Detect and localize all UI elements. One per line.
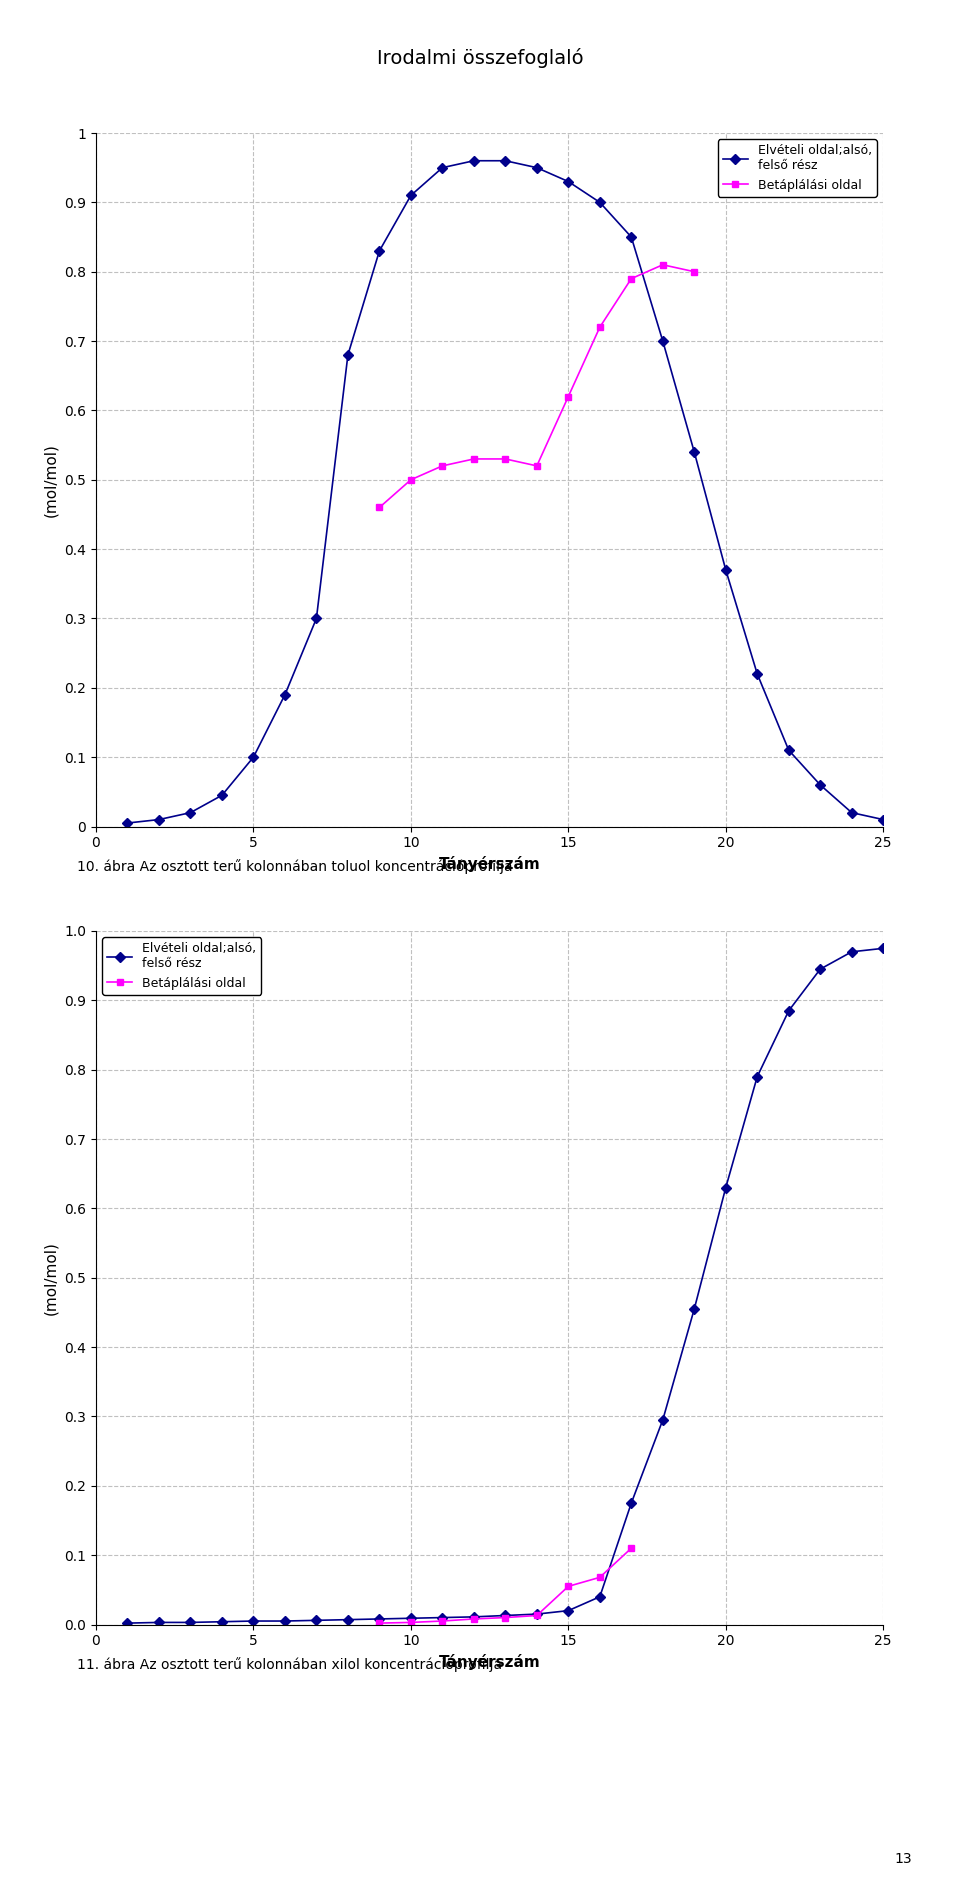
Elvételi oldal;alsó,
felső rész [657, 331, 668, 353]
Elvételi oldal;alsó,
felső rész [688, 441, 700, 464]
Elvételi oldal;alsó,
felső rész [626, 226, 637, 249]
Elvételi oldal;alsó,
felső rész [248, 747, 259, 770]
Text: 11. ábra Az osztott terű kolonnában xilol koncentrációprofilja: 11. ábra Az osztott terű kolonnában xilo… [77, 1657, 502, 1672]
Elvételi oldal;alsó,
felső rész [405, 184, 417, 207]
X-axis label: Tányérszám: Tányérszám [439, 1653, 540, 1670]
Elvételi oldal;alsó,
felső rész [468, 150, 480, 173]
Elvételi oldal;alsó,
felső rész [531, 1604, 542, 1626]
Elvételi oldal;alsó,
felső rész [122, 811, 133, 834]
Betáplálási oldal [373, 1611, 385, 1634]
Legend: Elvételi oldal;alsó,
felső rész, Betáplálási oldal: Elvételi oldal;alsó, felső rész, Betáplá… [103, 937, 261, 994]
Elvételi oldal;alsó,
felső rész [846, 802, 857, 825]
Elvételi oldal;alsó,
felső rész [783, 999, 795, 1022]
Elvételi oldal;alsó,
felső rész [184, 1611, 196, 1634]
Elvételi oldal;alsó,
felső rész [373, 1607, 385, 1630]
Elvételi oldal;alsó,
felső rész [437, 1606, 448, 1628]
Elvételi oldal;alsó,
felső rész [563, 1600, 574, 1623]
Betáplálási oldal [563, 1575, 574, 1598]
Text: 13: 13 [895, 1852, 912, 1866]
Betáplálási oldal [405, 1611, 417, 1634]
Elvételi oldal;alsó,
felső rész [846, 940, 857, 963]
Betáplálási oldal [626, 268, 637, 291]
Betáplálási oldal [468, 1607, 480, 1630]
X-axis label: Tányérszám: Tányérszám [439, 855, 540, 872]
Elvételi oldal;alsó,
felső rész [437, 156, 448, 179]
Elvételi oldal;alsó,
felső rész [216, 785, 228, 808]
Elvételi oldal;alsó,
felső rész [342, 1607, 353, 1630]
Text: 10. ábra Az osztott terű kolonnában toluol koncentrációprofilja: 10. ábra Az osztott terű kolonnában tolu… [77, 859, 513, 874]
Betáplálási oldal [531, 1604, 542, 1626]
Elvételi oldal;alsó,
felső rész [154, 1611, 165, 1634]
Betáplálási oldal [499, 448, 511, 471]
Elvételi oldal;alsó,
felső rész [752, 663, 763, 686]
Elvételi oldal;alsó,
felső rész [499, 150, 511, 173]
Betáplálási oldal [563, 386, 574, 408]
Elvételi oldal;alsó,
felső rész [877, 937, 889, 960]
Line: Betáplálási oldal: Betáplálási oldal [376, 262, 698, 511]
Elvételi oldal;alsó,
felső rész [626, 1492, 637, 1514]
Elvételi oldal;alsó,
felső rész [468, 1606, 480, 1628]
Betáplálási oldal [373, 496, 385, 519]
Betáplálási oldal [657, 253, 668, 276]
Elvételi oldal;alsó,
felső rész [311, 1609, 323, 1632]
Betáplálási oldal [437, 1609, 448, 1632]
Betáplálási oldal [626, 1537, 637, 1560]
Elvételi oldal;alsó,
felső rész [154, 808, 165, 830]
Elvételi oldal;alsó,
felső rész [720, 1176, 732, 1199]
Elvételi oldal;alsó,
felső rész [594, 192, 606, 215]
Y-axis label: (mol/mol): (mol/mol) [44, 1241, 59, 1315]
Elvételi oldal;alsó,
felső rész [499, 1604, 511, 1626]
Betáplálási oldal [594, 1566, 606, 1588]
Elvételi oldal;alsó,
felső rész [122, 1611, 133, 1634]
Betáplálási oldal [499, 1606, 511, 1628]
Elvételi oldal;alsó,
felső rész [531, 156, 542, 179]
Elvételi oldal;alsó,
felső rész [373, 239, 385, 262]
Elvételi oldal;alsó,
felső rész [752, 1066, 763, 1089]
Elvételi oldal;alsó,
felső rész [279, 1609, 291, 1632]
Elvételi oldal;alsó,
felső rész [688, 1298, 700, 1320]
Betáplálási oldal [405, 469, 417, 492]
Elvételi oldal;alsó,
felső rész [184, 802, 196, 825]
Elvételi oldal;alsó,
felső rész [216, 1611, 228, 1634]
Elvételi oldal;alsó,
felső rész [563, 171, 574, 194]
Betáplálási oldal [531, 454, 542, 477]
Elvételi oldal;alsó,
felső rész [311, 608, 323, 631]
Y-axis label: (mol/mol): (mol/mol) [44, 443, 59, 517]
Text: Irodalmi összefoglaló: Irodalmi összefoglaló [376, 48, 584, 68]
Elvételi oldal;alsó,
felső rész [279, 684, 291, 707]
Legend: Elvételi oldal;alsó,
felső rész, Betáplálási oldal: Elvételi oldal;alsó, felső rész, Betáplá… [718, 139, 876, 196]
Betáplálási oldal [437, 454, 448, 477]
Elvételi oldal;alsó,
felső rész [342, 344, 353, 367]
Betáplálási oldal [594, 315, 606, 338]
Elvételi oldal;alsó,
felső rész [877, 808, 889, 830]
Elvételi oldal;alsó,
felső rész [814, 773, 826, 796]
Elvételi oldal;alsó,
felső rész [405, 1607, 417, 1630]
Line: Elvételi oldal;alsó,
felső rész: Elvételi oldal;alsó, felső rész [124, 944, 887, 1626]
Elvételi oldal;alsó,
felső rész [783, 739, 795, 762]
Elvételi oldal;alsó,
felső rész [594, 1585, 606, 1607]
Betáplálási oldal [688, 260, 700, 283]
Elvételi oldal;alsó,
felső rész [814, 958, 826, 980]
Elvételi oldal;alsó,
felső rész [248, 1609, 259, 1632]
Line: Elvételi oldal;alsó,
felső rész: Elvételi oldal;alsó, felső rész [124, 158, 887, 826]
Elvételi oldal;alsó,
felső rész [720, 559, 732, 581]
Line: Betáplálási oldal: Betáplálási oldal [376, 1545, 635, 1626]
Betáplálási oldal [468, 448, 480, 471]
Elvételi oldal;alsó,
felső rész [657, 1408, 668, 1431]
